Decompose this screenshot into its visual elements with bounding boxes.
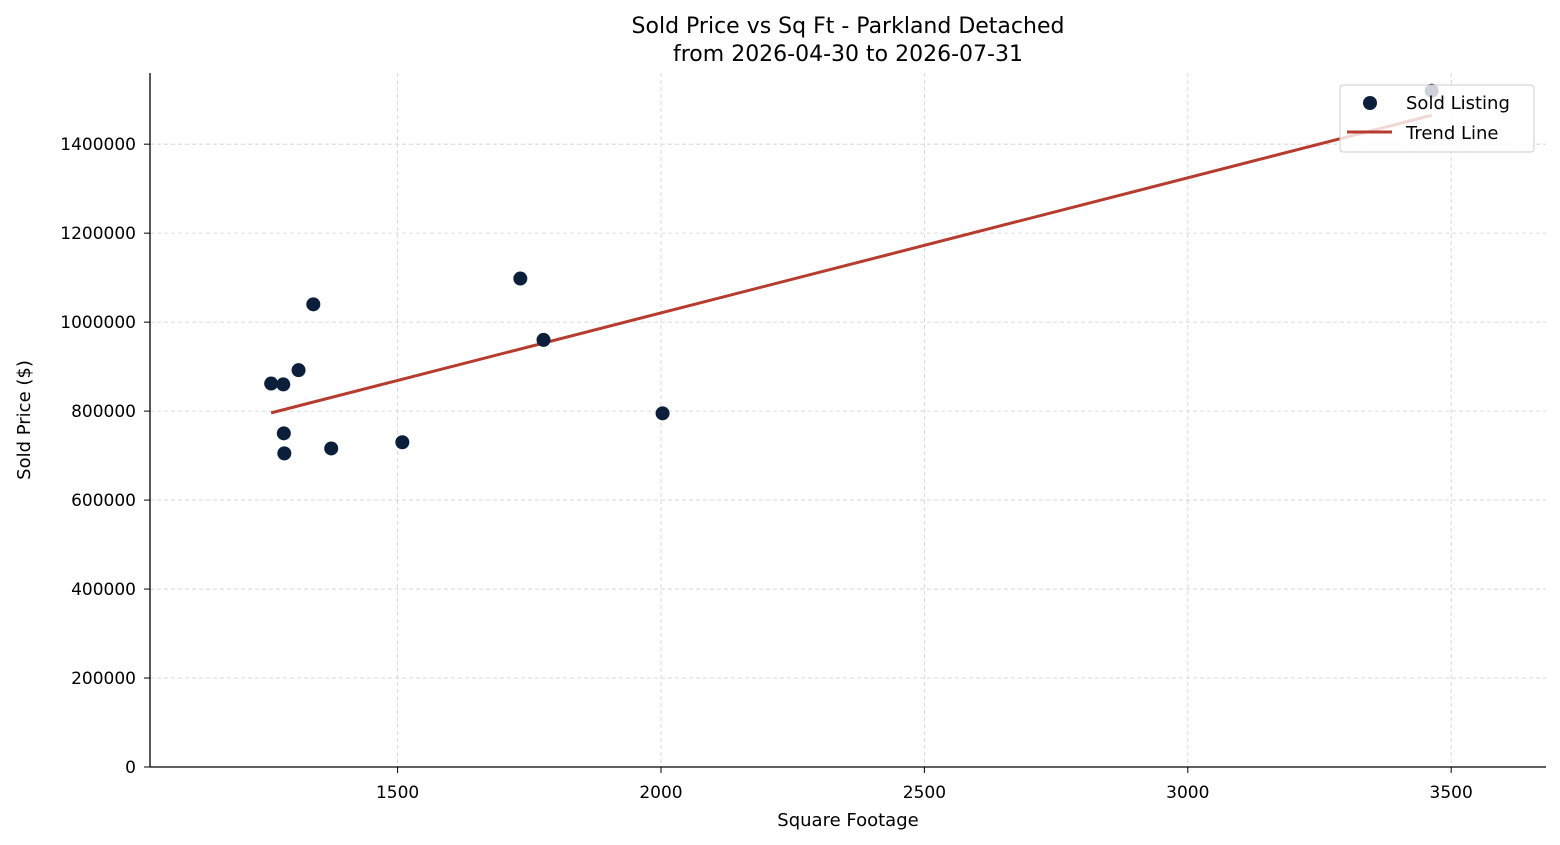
x-tick-label: 3000 bbox=[1166, 783, 1209, 803]
scatter-point bbox=[276, 377, 291, 392]
y-tick-label: 0 bbox=[125, 758, 136, 778]
y-tick-label: 1400000 bbox=[60, 135, 136, 155]
legend-scatter-marker bbox=[1363, 96, 1377, 110]
scatter-point bbox=[655, 406, 670, 421]
y-tick-label: 1000000 bbox=[60, 313, 136, 333]
x-tick-label: 2000 bbox=[639, 783, 682, 803]
y-axis-label: Sold Price ($) bbox=[14, 360, 35, 480]
x-tick-label: 1500 bbox=[376, 783, 419, 803]
chart-subtitle: from 2026-04-30 to 2026-07-31 bbox=[673, 42, 1023, 67]
legend-box bbox=[1339, 84, 1535, 153]
x-tick-label: 3500 bbox=[1430, 783, 1473, 803]
scatter-point bbox=[264, 376, 279, 391]
legend-label-sold-listing: Sold Listing bbox=[1406, 93, 1510, 114]
scatter-point bbox=[324, 441, 339, 456]
scatter-point bbox=[277, 446, 292, 461]
y-tick-label: 400000 bbox=[71, 580, 136, 600]
y-axis-ticks: 0 200000 400000 600000 800000 1000000 1200000 1… bbox=[60, 135, 150, 778]
y-tick-label: 1200000 bbox=[60, 224, 136, 244]
scatter-point bbox=[291, 363, 306, 378]
y-tick-label: 600000 bbox=[71, 491, 136, 511]
y-tick-label: 800000 bbox=[71, 402, 136, 422]
scatter-point bbox=[306, 297, 321, 312]
scatter-point bbox=[395, 435, 410, 450]
chart-title: Sold Price vs Sq Ft - Parkland Detached bbox=[632, 14, 1065, 39]
legend: Sold Listing Trend Line bbox=[1339, 84, 1535, 153]
grid-lines bbox=[150, 73, 1546, 768]
scatter-point bbox=[513, 271, 528, 286]
x-axis-ticks: 1500 2000 2500 3000 3500 bbox=[376, 767, 1473, 803]
scatter-point bbox=[536, 332, 551, 347]
y-tick-label: 200000 bbox=[71, 669, 136, 689]
legend-label-trend-line: Trend Line bbox=[1405, 123, 1499, 144]
x-axis-label: Square Footage bbox=[777, 810, 918, 831]
trend-line bbox=[270, 113, 1433, 415]
scatter-point bbox=[276, 426, 291, 441]
x-tick-label: 2500 bbox=[903, 783, 946, 803]
chart-marks bbox=[264, 83, 1439, 461]
